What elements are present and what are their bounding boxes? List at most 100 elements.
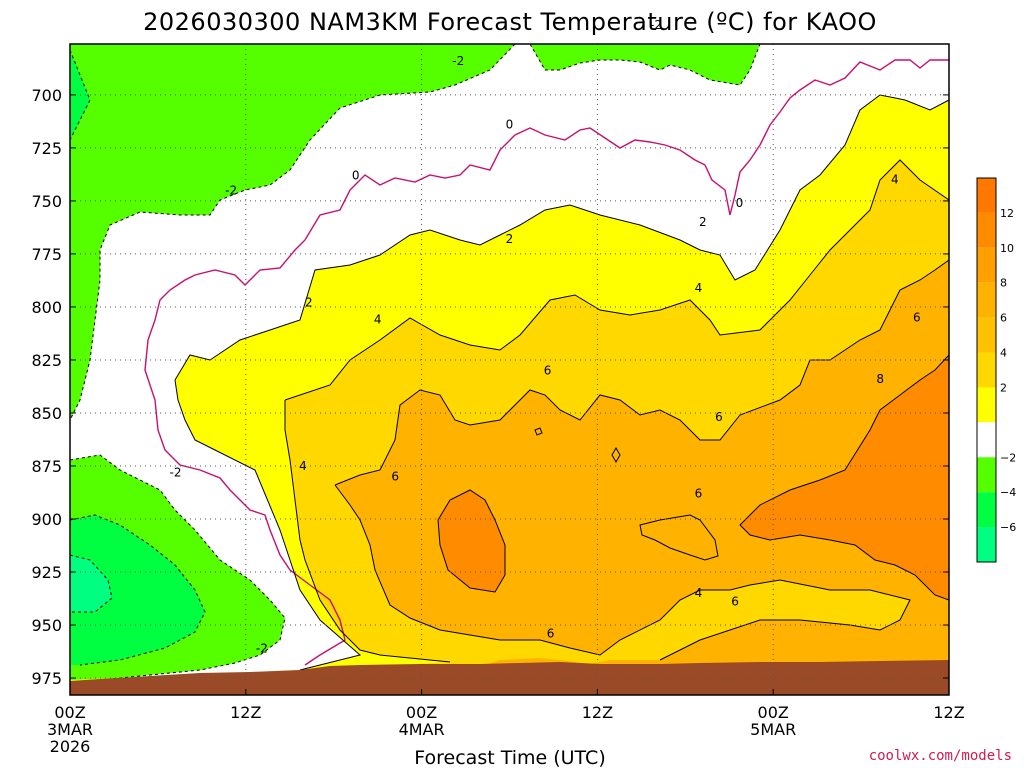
x-tick-label: 00Z	[54, 703, 85, 722]
x-tick-label: 4MAR	[399, 720, 445, 739]
x-tick-label: 12Z	[582, 703, 613, 722]
colorbar-label: −4	[1000, 486, 1016, 499]
temperature-region-green	[70, 44, 515, 420]
y-tick-label: 875	[31, 457, 62, 476]
x-tick-label: 00Z	[758, 703, 789, 722]
colorbar-label: −6	[1000, 521, 1016, 534]
contour-minus4-lower	[70, 514, 206, 666]
contour-label: 6	[731, 595, 739, 609]
contour-minus2-top-right	[529, 44, 761, 86]
contour-label: -2	[452, 54, 464, 68]
x-tick-label: 12Z	[933, 703, 964, 722]
contour-label: 4	[299, 459, 307, 473]
colorbar-band	[977, 422, 996, 458]
colorbar-band	[977, 492, 996, 528]
colorbar-label: 10	[1000, 242, 1014, 255]
contour-8-right	[739, 354, 949, 601]
y-tick-label: 950	[31, 616, 62, 635]
contour-6-island	[639, 514, 719, 561]
contour-label: -2	[225, 183, 237, 197]
negative-contours	[70, 44, 761, 681]
contour-label: 2	[305, 296, 313, 310]
contour-label: 2	[699, 215, 707, 229]
contour-2-lower	[174, 379, 362, 671]
y-tick-label: 750	[31, 192, 62, 211]
x-tick-label: 5MAR	[750, 720, 796, 739]
contour-6-small	[611, 446, 621, 464]
colorbar-label: 4	[1000, 347, 1007, 360]
terrain	[70, 660, 949, 695]
contour-6	[334, 259, 949, 486]
contour-label: -2	[256, 641, 268, 655]
contour-label: 6	[913, 311, 921, 325]
contour-label: 0	[352, 168, 360, 182]
temperature-region-deep-orange	[438, 490, 505, 592]
temperature-region-deep-orange	[740, 355, 949, 600]
contour-2	[174, 94, 949, 381]
colorbar-band	[977, 178, 996, 213]
contour-label: 6	[391, 470, 399, 484]
contour-4-lower	[284, 400, 451, 663]
colorbar-label: 12	[1000, 207, 1014, 220]
x-tick-label: 2026	[50, 737, 91, 756]
grid-lines	[70, 44, 949, 695]
colorbar: 12 10 8 6 4 2 −2 −4 −6	[976, 177, 1016, 563]
colorbar-band	[977, 247, 996, 283]
colorbar-band	[977, 527, 996, 562]
y-tick-label: 700	[31, 86, 62, 105]
contour-label: 0	[506, 118, 514, 132]
colorbar-label: 8	[1000, 277, 1007, 290]
x-tick-label: 00Z	[406, 703, 437, 722]
colorbar-band	[977, 352, 996, 388]
x-tick-label: 3MAR	[47, 720, 93, 739]
colorbar-band	[977, 457, 996, 493]
y-tick-label: 925	[31, 563, 62, 582]
contour-minus6	[70, 554, 113, 613]
zero-contours	[144, 59, 949, 666]
contour-labels: -2 -2 -2 -2 -2 0 0 0 2 2 2 4 4 4 4 4 6 6 6 6 6 6 6 8	[169, 18, 920, 655]
y-tick-label: 775	[31, 245, 62, 264]
contour-label: 4	[374, 313, 382, 327]
contour-label: 4	[891, 173, 899, 187]
y-tick-label: 975	[31, 669, 62, 688]
colorbar-band	[977, 317, 996, 353]
temperature-region-deepgreen	[70, 515, 205, 665]
contour-6-dot	[534, 427, 543, 436]
x-axis-label: Forecast Time (UTC)	[414, 747, 605, 768]
contour-label: 0	[736, 196, 744, 210]
contour-label: 2	[506, 232, 514, 246]
contour-label: 6	[695, 487, 703, 501]
contour-8-left	[437, 489, 506, 593]
contour-label: 4	[695, 586, 703, 600]
contour-label: -2	[169, 465, 181, 479]
temperature-region-cyan	[70, 555, 112, 612]
colorbar-band	[977, 387, 996, 423]
contour-label: 6	[715, 410, 723, 424]
contour-label: 6	[544, 364, 552, 378]
y-tick-label: 800	[31, 298, 62, 317]
colorbar-label: 6	[1000, 312, 1007, 325]
contour-label: 8	[876, 372, 884, 386]
plot-frame	[69, 43, 950, 696]
x-tick-label: 12Z	[230, 703, 261, 722]
colorbar-band	[977, 282, 996, 318]
contour-4	[284, 159, 949, 401]
plot-area	[70, 44, 949, 695]
contour-label: 6	[547, 627, 555, 641]
y-tick-label: 850	[31, 404, 62, 423]
y-tick-label: 725	[31, 139, 62, 158]
contour-label: -2	[650, 18, 662, 32]
colorbar-label: −2	[1000, 451, 1016, 464]
contour-zero-upper	[144, 59, 949, 666]
contour-label: 4	[695, 281, 703, 295]
y-tick-label: 825	[31, 351, 62, 370]
colorbar-frame	[976, 177, 997, 563]
credit-text: coolwx.com/models	[869, 748, 1012, 764]
contour-minus2-lower	[70, 454, 286, 681]
temperature-region-green	[530, 44, 760, 85]
contour-minus2-upper	[70, 44, 516, 421]
colorbar-label: 2	[1000, 381, 1007, 394]
